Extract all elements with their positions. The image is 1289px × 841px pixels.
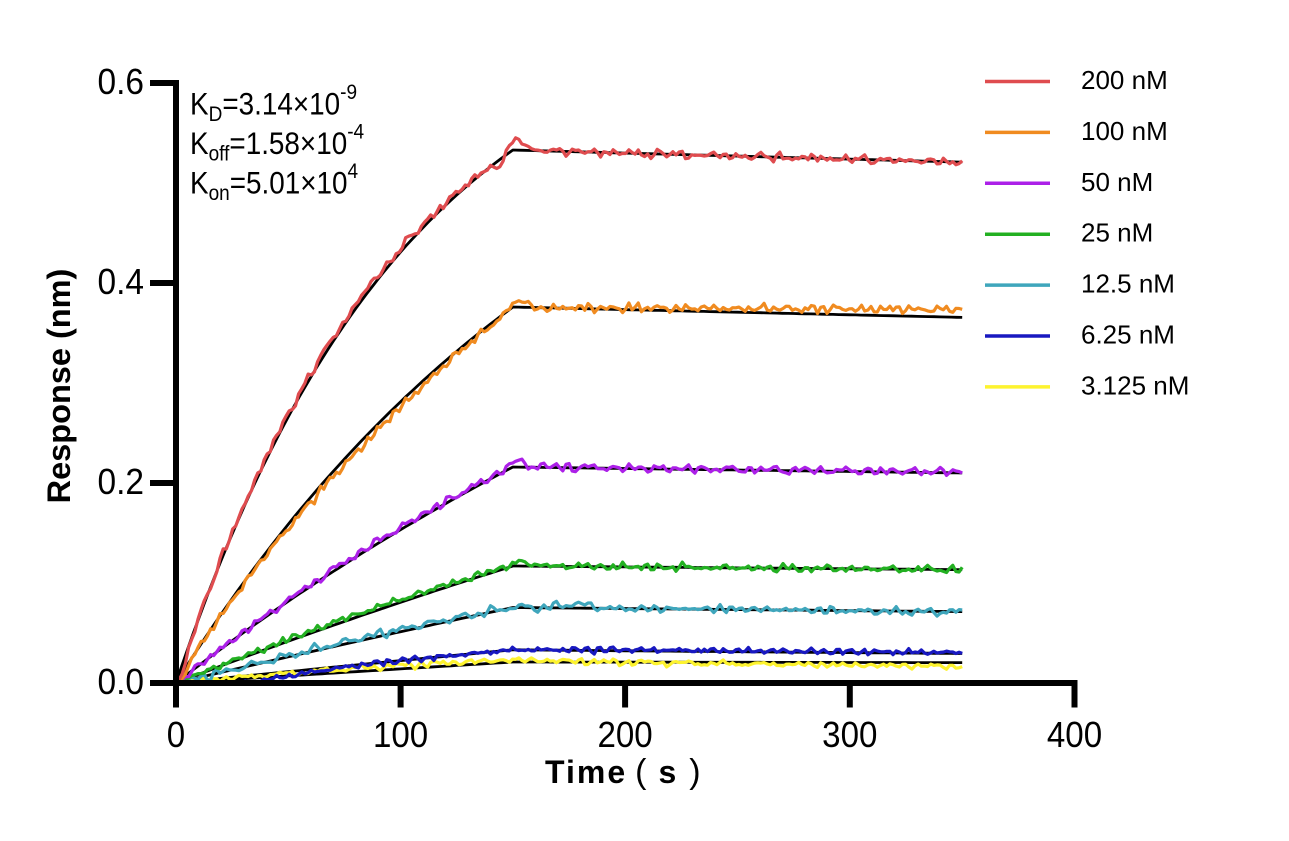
svg-text:400: 400 — [1047, 716, 1102, 756]
svg-text:0.2: 0.2 — [97, 463, 144, 502]
svg-text:12.5 nM: 12.5 nM — [1081, 269, 1175, 299]
svg-text:100 nM: 100 nM — [1081, 116, 1168, 146]
svg-text:200: 200 — [597, 716, 652, 756]
svg-text:200 nM: 200 nM — [1081, 65, 1168, 95]
svg-text:Response (nm): Response (nm) — [41, 269, 77, 504]
svg-text:50 nM: 50 nM — [1081, 167, 1153, 197]
svg-text:Kon=5.01×104: Kon=5.01×104 — [190, 160, 358, 205]
svg-text:0: 0 — [167, 716, 185, 756]
svg-text:25 nM: 25 nM — [1081, 218, 1153, 248]
svg-text:0.0: 0.0 — [97, 663, 144, 702]
svg-text:300: 300 — [822, 716, 877, 756]
svg-text:3.125 nM: 3.125 nM — [1081, 370, 1189, 400]
svg-text:0.4: 0.4 — [97, 263, 144, 302]
svg-text:Time(s): Time(s) — [545, 753, 701, 791]
svg-text:100: 100 — [373, 716, 428, 756]
svg-text:6.25 nM: 6.25 nM — [1081, 320, 1175, 350]
svg-text:0.6: 0.6 — [97, 63, 144, 102]
